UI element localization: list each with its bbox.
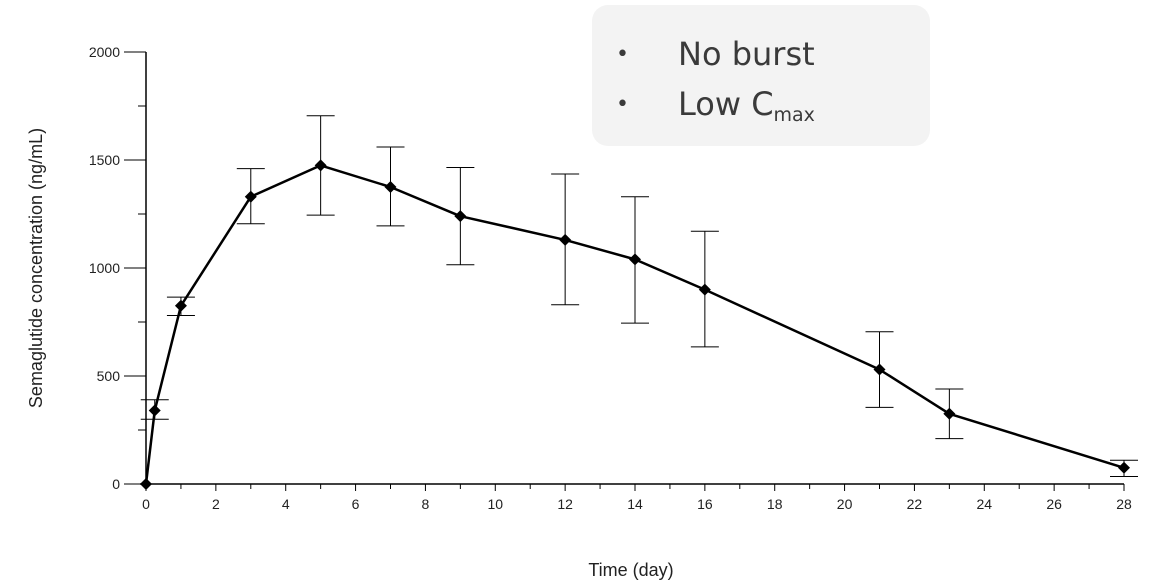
- x-tick-label: 14: [627, 496, 643, 512]
- data-point: [148, 404, 161, 417]
- x-tick-label: 26: [1046, 496, 1062, 512]
- x-tick-label: 4: [282, 496, 290, 512]
- y-tick-label: 2000: [89, 44, 120, 60]
- data-point: [629, 253, 641, 266]
- x-tick-label: 24: [976, 496, 992, 512]
- ticks: 0 2 4 6 8 10 12 14 16 18 20 22 24 26 28050010001500200…: [89, 44, 1132, 512]
- x-tick-label: 2: [212, 496, 220, 512]
- callout-text-prefix: Low C: [678, 85, 774, 123]
- y-tick-label: 0: [112, 476, 120, 492]
- data-point: [1118, 461, 1130, 474]
- y-tick-label: 1000: [89, 260, 120, 276]
- x-axis-title: Time (day): [588, 560, 673, 580]
- callout-text-low-cmax: Low Cmax: [678, 85, 815, 125]
- x-tick-label: 10: [487, 496, 503, 512]
- data-point: [698, 283, 711, 296]
- x-tick-label: 16: [697, 496, 713, 512]
- data-point: [314, 159, 327, 172]
- y-tick-label: 500: [97, 368, 121, 384]
- data-point: [384, 181, 397, 193]
- x-tick-label: 6: [352, 496, 360, 512]
- data-point: [873, 363, 886, 376]
- callout-text-subscript: max: [773, 104, 815, 126]
- bullet-icon: •: [616, 42, 629, 67]
- callout-text-no-burst: No burst: [678, 35, 815, 73]
- x-tick-label: 22: [907, 496, 923, 512]
- bullet-icon: •: [616, 92, 629, 117]
- x-tick-label: 0: [142, 496, 150, 512]
- series: [140, 159, 1130, 490]
- data-point: [174, 299, 187, 312]
- x-tick-label: 28: [1116, 496, 1132, 512]
- data-point: [559, 233, 572, 246]
- x-tick-label: 18: [767, 496, 783, 512]
- annotation-callout: • No burst • Low Cmax: [592, 5, 930, 146]
- y-tick-label: 1500: [89, 152, 120, 168]
- y-axis-title: Semaglutide concentration (ng/mL): [26, 128, 46, 408]
- x-tick-label: 12: [557, 496, 573, 512]
- x-tick-label: 20: [837, 496, 853, 512]
- data-point: [244, 190, 257, 203]
- error-bars: [140, 115, 1138, 477]
- x-tick-label: 8: [422, 496, 430, 512]
- data-point: [943, 407, 956, 420]
- data-point: [454, 210, 467, 223]
- data-point: [140, 478, 152, 490]
